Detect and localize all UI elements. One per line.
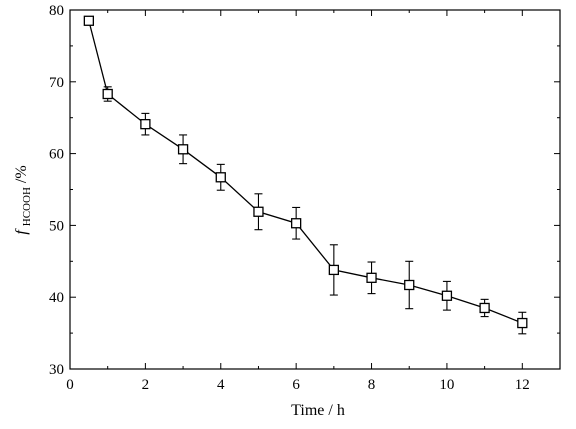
- y-axis-title-subscript: HCOOH: [21, 187, 33, 226]
- y-tick-label: 80: [49, 3, 64, 19]
- x-tick-label: 10: [439, 377, 454, 393]
- data-point: [140, 119, 151, 130]
- x-tick-label: 6: [292, 377, 300, 393]
- x-tick-label: 4: [217, 377, 225, 393]
- x-tick-label: 0: [66, 377, 74, 393]
- y-tick-label: 40: [49, 290, 64, 306]
- y-tick-label: 50: [49, 218, 64, 234]
- data-point: [366, 272, 377, 283]
- x-tick-label: 8: [368, 377, 376, 393]
- data-series: [83, 15, 528, 335]
- x-tick-label: 2: [142, 377, 150, 393]
- series-line: [88, 20, 523, 324]
- plot-frame: [69, 9, 561, 370]
- data-point: [291, 218, 302, 229]
- data-point: [83, 15, 94, 26]
- x-tick-label: 12: [515, 377, 530, 393]
- y-axis-title-symbol: f: [13, 228, 30, 235]
- y-tick-label: 30: [49, 362, 64, 378]
- x-axis-title: Time / h: [291, 402, 345, 419]
- data-point: [404, 279, 415, 291]
- data-point: [441, 290, 453, 301]
- data-point: [328, 264, 339, 276]
- tick-marks: 0 2 4 6 8 10 12 30 40 50 60 70 80: [49, 3, 560, 393]
- y-tick-label: 60: [49, 147, 64, 163]
- y-tick-label: 70: [49, 75, 64, 91]
- data-point: [253, 206, 264, 217]
- data-point: [215, 172, 226, 183]
- data-point: [479, 302, 490, 314]
- y-axis-title: f HCOOH /%: [13, 165, 34, 234]
- data-point: [102, 88, 113, 100]
- axes-frame: [69, 9, 561, 370]
- data-point: [177, 144, 189, 155]
- data-point: [517, 317, 528, 329]
- y-axis-title-unit: /%: [13, 165, 30, 183]
- axis-labels: Time / h f HCOOH /%: [13, 165, 345, 419]
